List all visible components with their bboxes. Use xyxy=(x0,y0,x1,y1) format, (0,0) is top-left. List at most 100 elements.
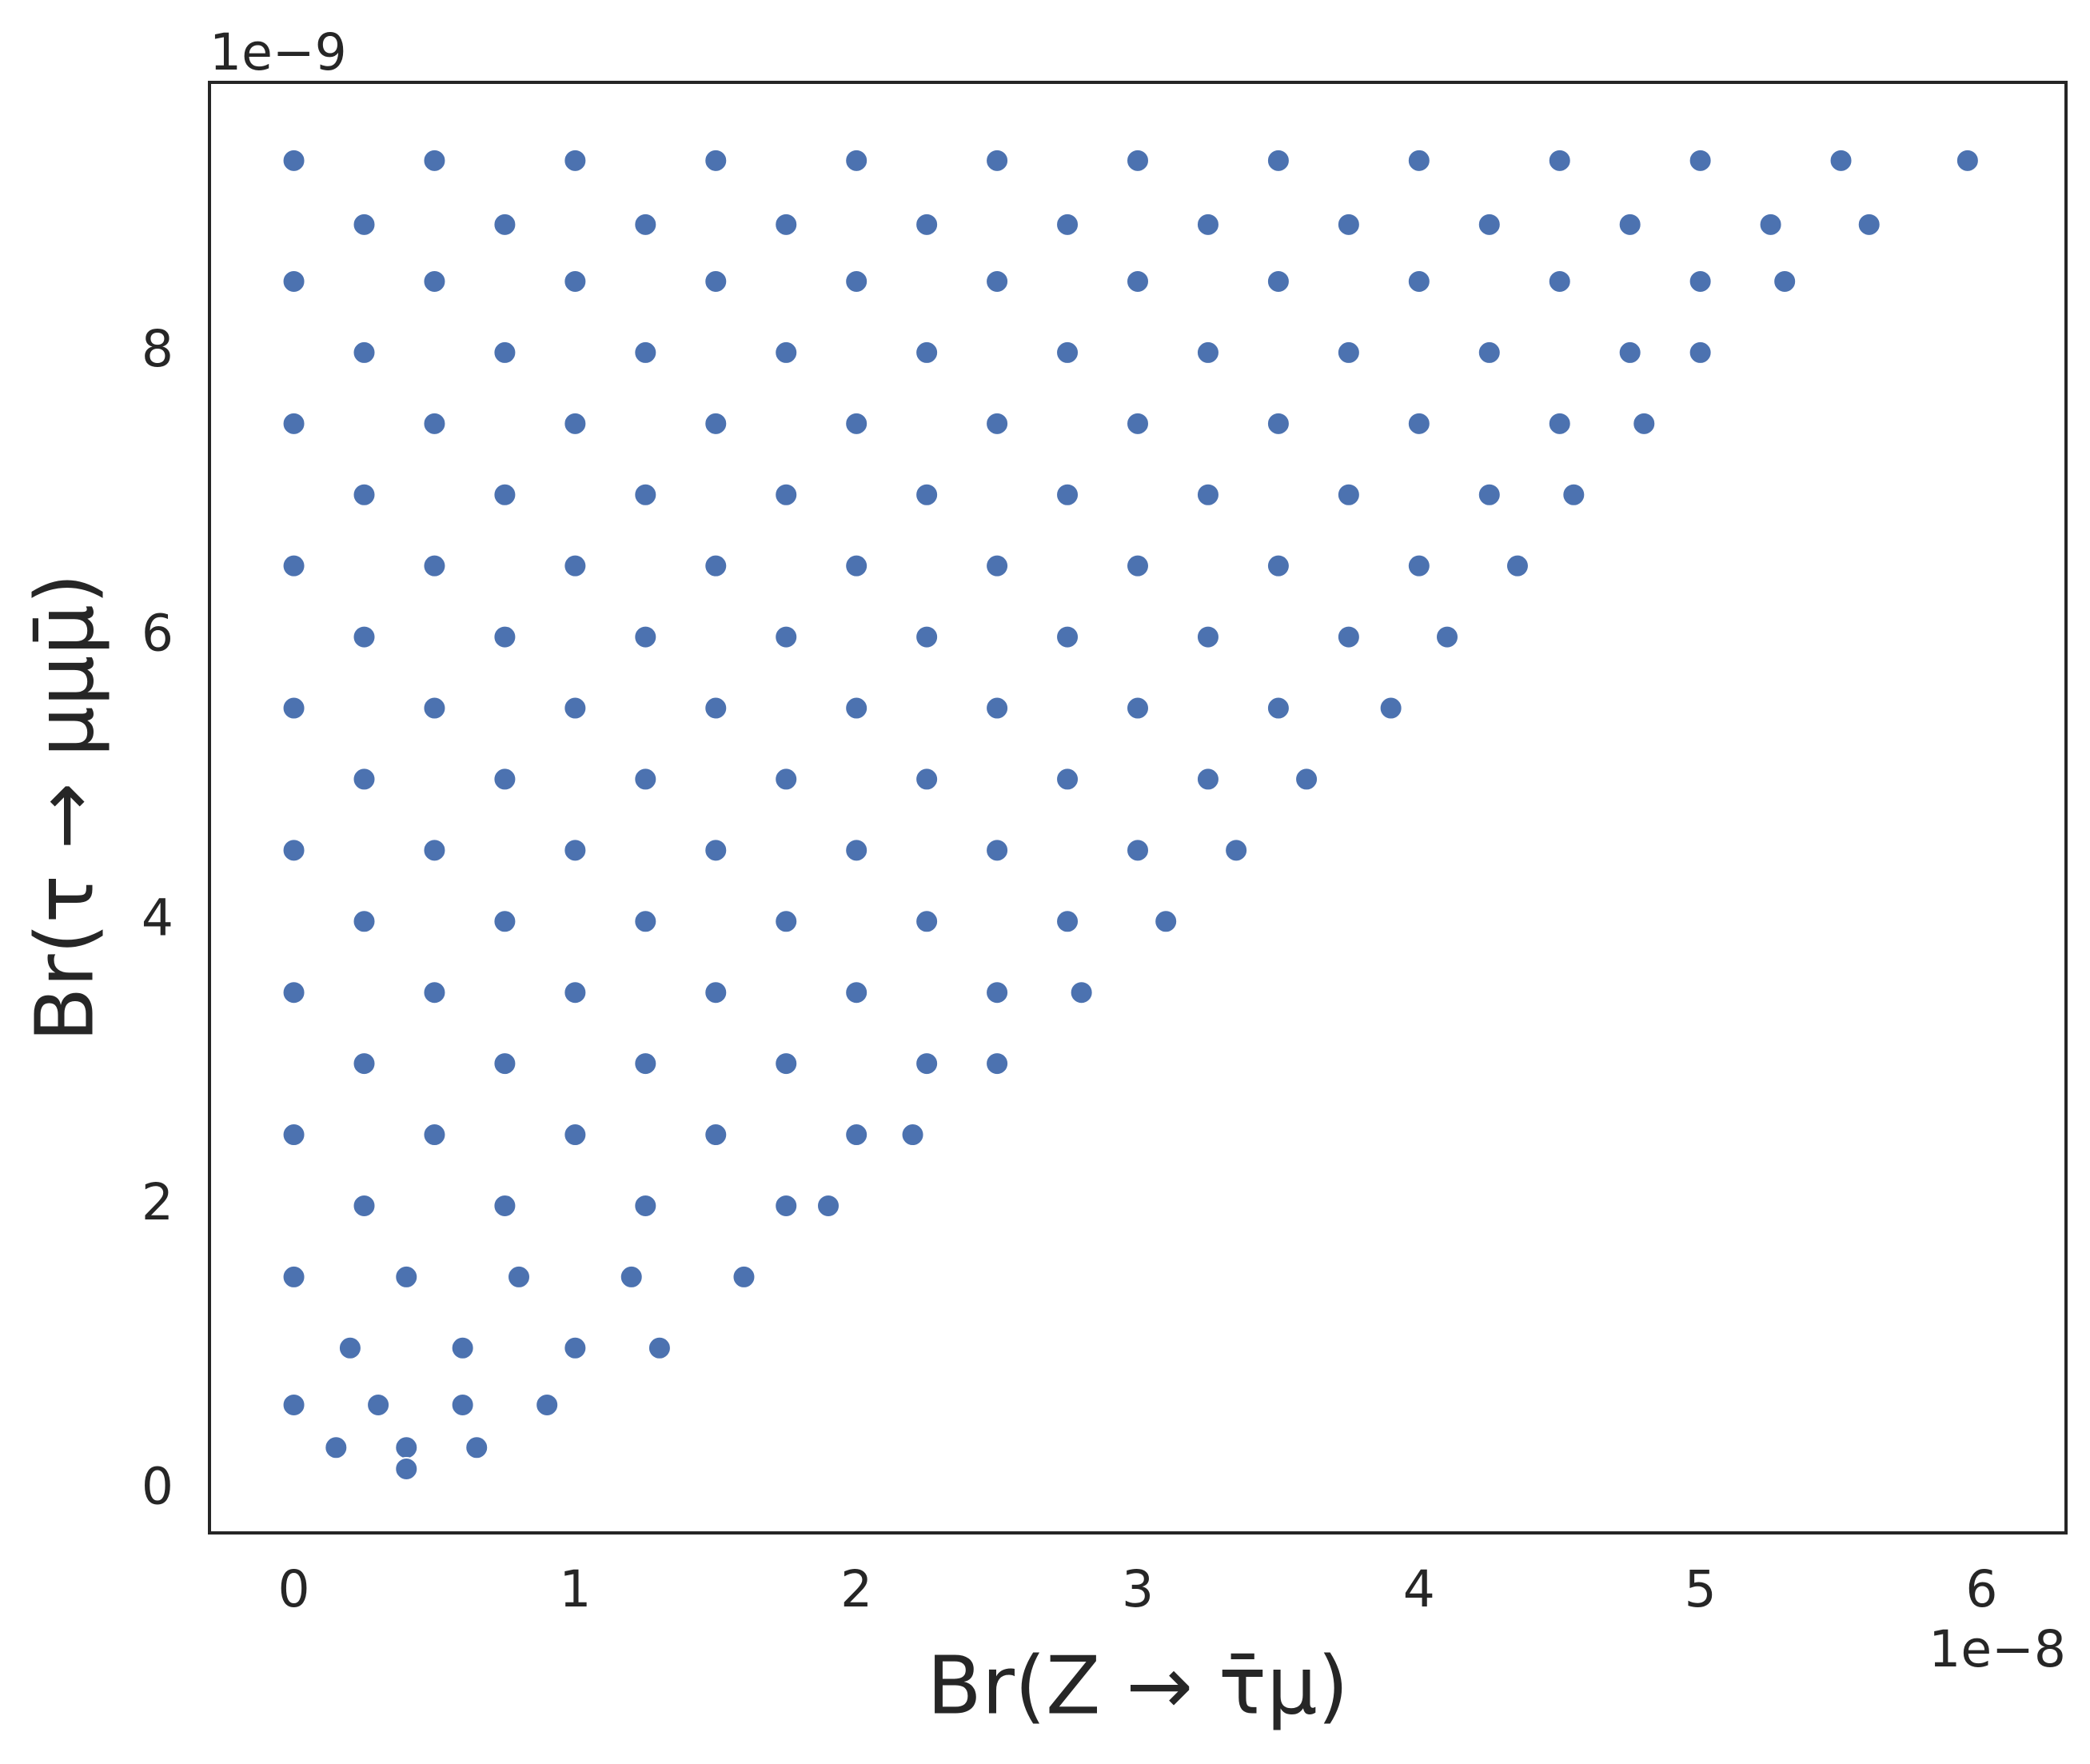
point xyxy=(985,980,1010,1005)
point xyxy=(493,767,517,792)
point xyxy=(704,269,728,293)
point xyxy=(844,553,869,578)
point xyxy=(619,1264,644,1289)
point xyxy=(1829,148,1853,173)
point xyxy=(900,1123,925,1147)
point xyxy=(1477,340,1502,365)
point xyxy=(985,696,1010,720)
point xyxy=(985,411,1010,436)
point xyxy=(1195,767,1220,792)
point xyxy=(915,1052,939,1076)
point xyxy=(563,1335,588,1360)
point xyxy=(422,1123,447,1147)
point xyxy=(563,148,588,173)
point xyxy=(985,269,1010,293)
point xyxy=(1055,212,1080,237)
point xyxy=(281,838,306,863)
point xyxy=(352,482,377,507)
point xyxy=(352,625,377,649)
x-axis-label: Br(Z → τ̄μ) xyxy=(927,1638,1348,1732)
point xyxy=(1055,767,1080,792)
point xyxy=(1688,148,1713,173)
point xyxy=(281,148,306,173)
point xyxy=(422,411,447,436)
point xyxy=(1266,269,1290,293)
point xyxy=(352,212,377,237)
point xyxy=(352,767,377,792)
point xyxy=(1336,212,1361,237)
point xyxy=(1617,340,1642,365)
point xyxy=(915,767,939,792)
point xyxy=(704,696,728,720)
point xyxy=(422,269,447,293)
x-tick-label: 3 xyxy=(1122,1560,1154,1618)
point xyxy=(1154,909,1179,934)
point xyxy=(774,482,799,507)
point xyxy=(493,625,517,649)
point xyxy=(281,1392,306,1417)
point xyxy=(1055,909,1080,934)
point xyxy=(844,1123,869,1147)
point xyxy=(281,269,306,293)
point xyxy=(844,838,869,863)
point xyxy=(633,212,658,237)
point xyxy=(1055,340,1080,365)
point xyxy=(704,411,728,436)
point xyxy=(844,696,869,720)
point xyxy=(1069,980,1094,1005)
y-tick-label: 4 xyxy=(142,888,174,947)
point xyxy=(493,909,517,934)
point xyxy=(1195,340,1220,365)
point xyxy=(1195,482,1220,507)
point xyxy=(563,411,588,436)
point xyxy=(774,1193,799,1218)
point xyxy=(1688,269,1713,293)
point xyxy=(281,411,306,436)
point xyxy=(1195,625,1220,649)
point xyxy=(985,148,1010,173)
point xyxy=(1617,212,1642,237)
point xyxy=(985,838,1010,863)
point xyxy=(352,909,377,934)
point xyxy=(1547,269,1572,293)
point xyxy=(394,1456,419,1481)
y-tick-label: 0 xyxy=(142,1458,174,1516)
y-axis-label: Br(τ → μμμ̄) xyxy=(18,573,111,1042)
point xyxy=(844,269,869,293)
point xyxy=(704,838,728,863)
y-tick-label: 2 xyxy=(142,1173,174,1231)
point xyxy=(352,1193,377,1218)
point xyxy=(915,625,939,649)
point xyxy=(774,767,799,792)
point xyxy=(1857,212,1881,237)
point xyxy=(633,909,658,934)
point xyxy=(1955,148,1980,173)
x-tick-label: 5 xyxy=(1685,1560,1717,1618)
point xyxy=(1336,482,1361,507)
point xyxy=(450,1392,475,1417)
point xyxy=(281,1123,306,1147)
point xyxy=(633,340,658,365)
point xyxy=(1294,767,1319,792)
point xyxy=(337,1335,362,1360)
point xyxy=(1224,838,1249,863)
point xyxy=(422,553,447,578)
point xyxy=(281,696,306,720)
point xyxy=(704,148,728,173)
point xyxy=(704,1123,728,1147)
point xyxy=(633,1193,658,1218)
point xyxy=(1505,553,1530,578)
point xyxy=(563,1123,588,1147)
point xyxy=(324,1435,349,1460)
point xyxy=(465,1435,489,1460)
point xyxy=(1406,269,1431,293)
point xyxy=(844,980,869,1005)
y-tick-label: 6 xyxy=(142,605,174,663)
point xyxy=(1378,696,1403,720)
point xyxy=(1126,269,1150,293)
point xyxy=(1055,482,1080,507)
point xyxy=(985,1052,1010,1076)
point xyxy=(1126,696,1150,720)
